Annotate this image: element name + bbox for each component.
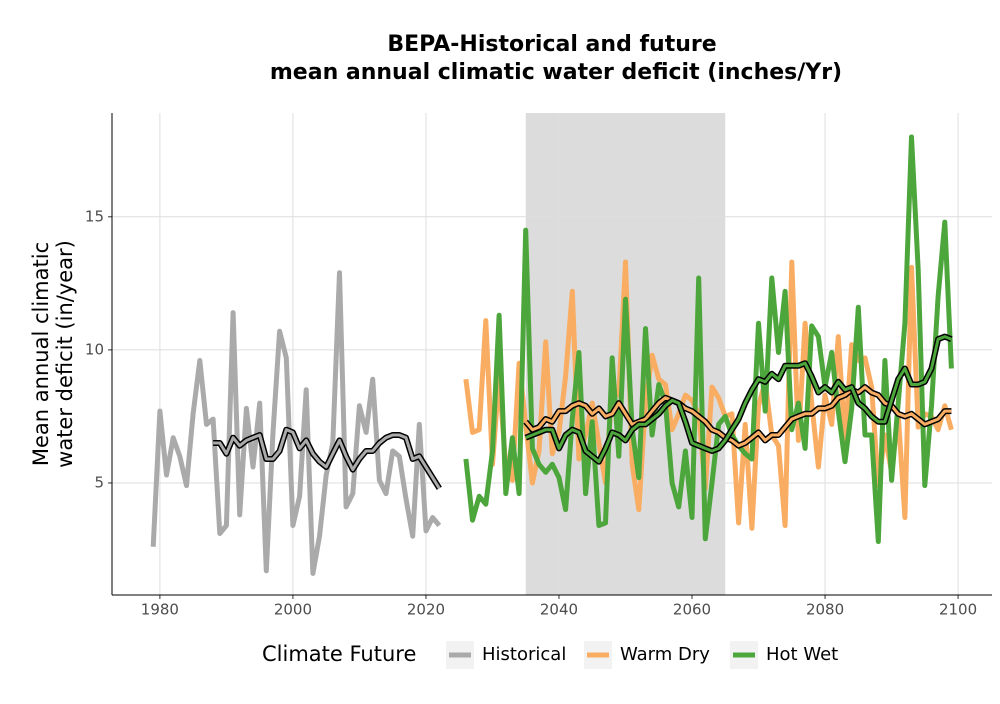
x-tick-label: 2020: [407, 601, 445, 619]
legend-label: Hot Wet: [766, 644, 838, 665]
legend-title: Climate Future: [262, 642, 416, 666]
y-tick-label: 10: [85, 340, 104, 358]
y-tick-label: 15: [85, 207, 104, 225]
chart-title: mean annual climatic water deficit (inch…: [270, 60, 842, 85]
y-axis-label: Mean annual climatic: [29, 242, 53, 466]
x-tick-label: 2000: [274, 601, 312, 619]
x-tick-label: 2040: [540, 601, 578, 619]
y-tick-label: 5: [94, 473, 104, 491]
x-tick-label: 1980: [141, 601, 179, 619]
y-axis-label: water deficit (in/year): [53, 240, 77, 468]
series-line: [463, 259, 954, 531]
smooth-line: [525, 335, 952, 464]
series-line: [150, 270, 442, 576]
x-tick-label: 2080: [806, 601, 844, 619]
legend-label: Historical: [482, 644, 566, 665]
series-line: [463, 134, 954, 544]
x-tick-label: 2060: [673, 601, 711, 619]
smooth-line: [213, 428, 441, 490]
legend-label: Warm Dry: [620, 644, 710, 665]
chart-title: BEPA-Historical and future: [387, 32, 716, 57]
smooth-line: [524, 385, 952, 448]
x-tick-label: 2100: [939, 601, 977, 619]
